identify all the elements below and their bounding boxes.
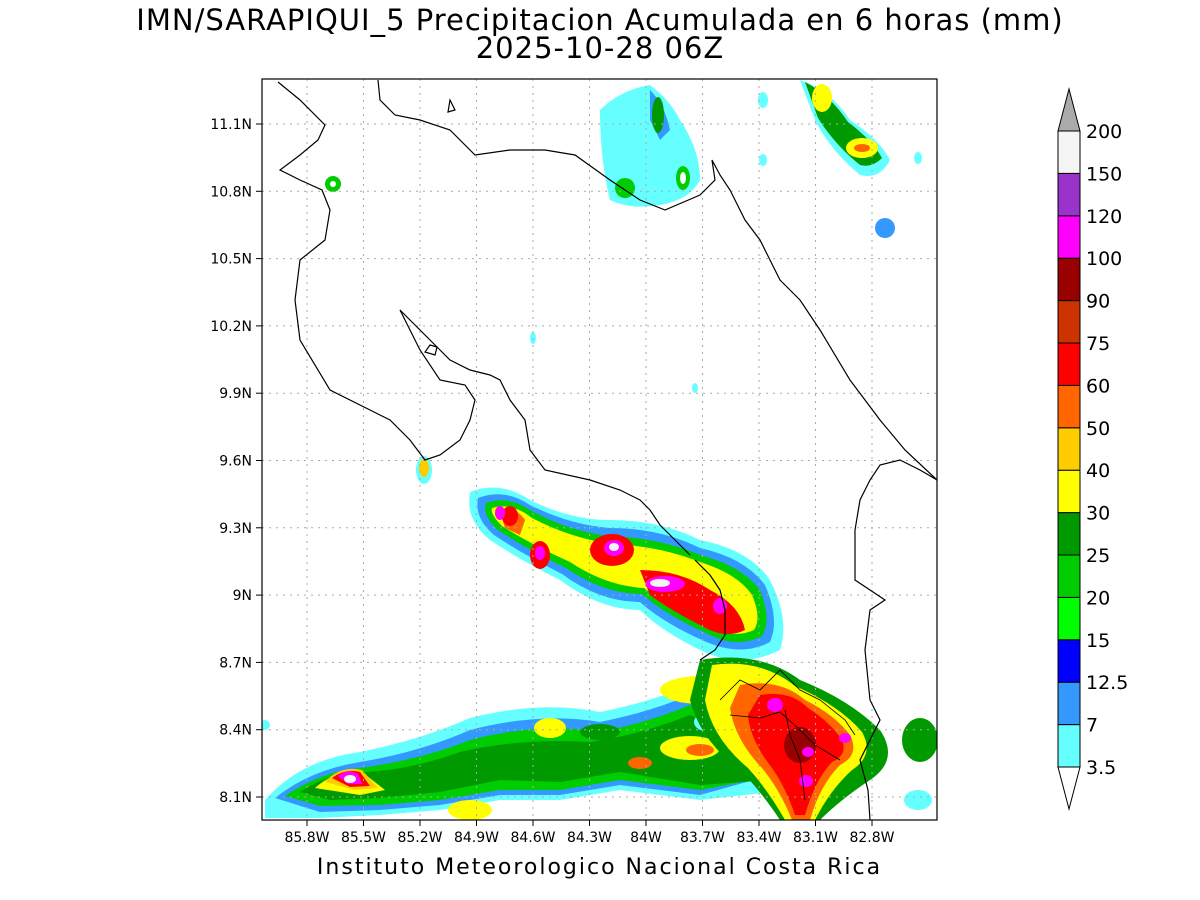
colorbar-level-label: 100 — [1086, 248, 1122, 270]
colorbar-swatch — [1057, 512, 1081, 556]
colorbar-swatch — [1057, 130, 1081, 174]
lon-tick-label: 83.4W — [736, 830, 781, 846]
lat-tick-label: 9.3N — [219, 521, 252, 537]
precip-area-north — [262, 80, 937, 810]
colorbar-level-label: 12.5 — [1086, 672, 1128, 694]
colorbar-level-label: 40 — [1086, 460, 1110, 482]
colorbar-level-label: 20 — [1086, 587, 1110, 609]
colorbar-level-label: 60 — [1086, 375, 1110, 397]
lon-tick-label: 85.8W — [284, 830, 329, 846]
lat-tick-label: 8.7N — [219, 655, 252, 671]
colorbar-level-label: 50 — [1086, 418, 1110, 440]
lat-tick-label: 9.9N — [219, 386, 252, 402]
lat-tick-label: 10.8N — [210, 184, 252, 200]
footer-credit: Instituto Meteorologico Nacional Costa R… — [316, 855, 883, 880]
colorbar-level-label: 25 — [1086, 545, 1110, 567]
colorbar-swatch — [1057, 215, 1081, 259]
colorbar-swatch — [1057, 384, 1081, 429]
lon-tick-label: 85.2W — [397, 830, 442, 846]
lat-tick-label: 10.5N — [210, 252, 252, 268]
colorbar-swatch — [1057, 681, 1081, 726]
province-boundaries — [719, 669, 856, 801]
colorbar-level-label: 75 — [1086, 333, 1110, 355]
lon-tick-label: 84.6W — [510, 830, 555, 846]
lat-tick-label: 11.1N — [210, 117, 252, 133]
colorbar-level-label: 150 — [1086, 163, 1122, 185]
colorbar-swatch — [1057, 724, 1081, 768]
lon-tick-label: 83.1W — [793, 830, 838, 846]
graticule — [262, 79, 937, 820]
chart-subtitle-date: 2025-10-28 06Z — [475, 31, 725, 65]
lat-tick-label: 10.2N — [210, 319, 252, 335]
lat-tick-label: 8.4N — [219, 723, 252, 739]
colorbar-level-label: 120 — [1086, 206, 1122, 228]
colorbar-swatch — [1057, 639, 1081, 683]
lon-tick-label: 83.7W — [680, 830, 725, 846]
colorbar-swatch — [1057, 427, 1081, 471]
colorbar-level-label: 90 — [1086, 291, 1110, 313]
colorbar-swatch — [1057, 596, 1081, 641]
colorbar-level-label: 30 — [1086, 503, 1110, 525]
colorbar-swatch — [1057, 257, 1081, 302]
colorbar-over-arrow — [1057, 87, 1081, 132]
colorbar-swatch — [1057, 342, 1081, 386]
colorbar-level-label: 3.5 — [1086, 757, 1116, 779]
colorbar-swatch — [1057, 300, 1081, 344]
precip-area-central-pacific — [469, 487, 784, 660]
lon-tick-label: 85.5W — [341, 830, 386, 846]
map-frame — [261, 78, 938, 821]
lon-tick-label: 82.8W — [849, 830, 894, 846]
precipitation-field — [262, 80, 937, 820]
chart-title: IMN/SARAPIQUI_5 Precipitacion Acumulada … — [136, 3, 1064, 37]
colorbar-level-label: 15 — [1086, 630, 1110, 652]
colorbar-swatch — [1057, 554, 1081, 598]
colorbar-under-arrow — [1057, 766, 1081, 811]
lon-tick-label: 84W — [630, 830, 662, 846]
colorbar-level-label: 200 — [1086, 121, 1122, 143]
colorbar-legend: 3.5 7 12.5 15 20 25 30 40 50 60 75 90 100 120 150 200 — [1057, 87, 1128, 811]
lat-tick-label: 9N — [233, 588, 252, 604]
latitude-axis: 11.1N 10.8N 10.5N 10.2N 9.9N 9.6N 9.3N 9N 8.7N 8.… — [210, 117, 262, 806]
colorbar-swatch — [1057, 172, 1081, 217]
colorbar-level-label: 7 — [1086, 715, 1098, 737]
coastline — [277, 79, 937, 820]
lon-tick-label: 84.9W — [454, 830, 499, 846]
longitude-axis: 85.8W 85.5W 85.2W 84.9W 84.6W 84.3W 84W 83.7W 83… — [284, 820, 895, 846]
precip-area-south-pacific — [265, 676, 800, 820]
lat-tick-label: 8.1N — [219, 790, 252, 806]
lon-tick-label: 84.3W — [567, 830, 612, 846]
colorbar-swatch — [1057, 469, 1081, 514]
lat-tick-label: 9.6N — [219, 454, 252, 470]
